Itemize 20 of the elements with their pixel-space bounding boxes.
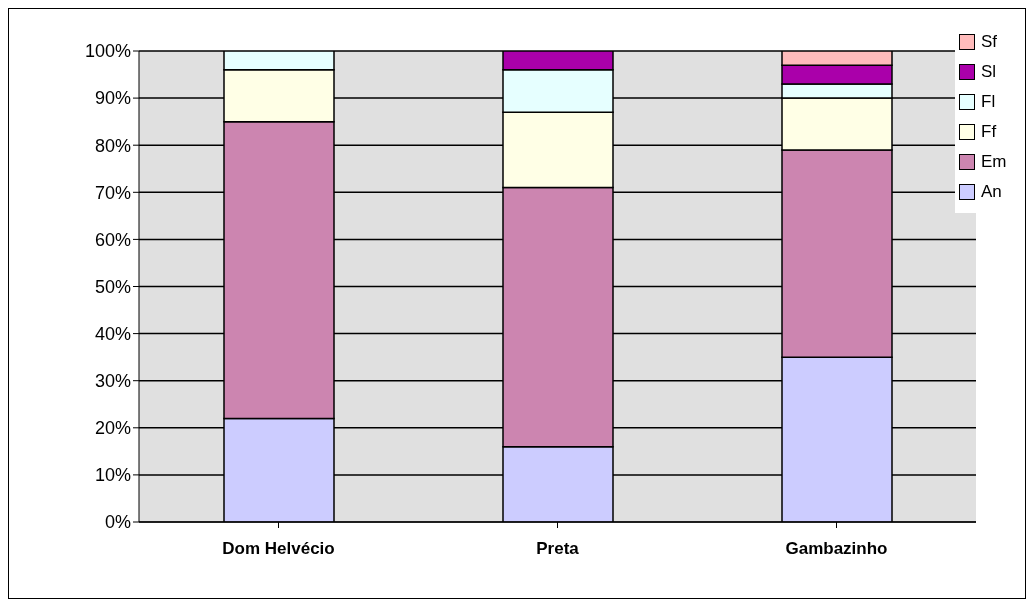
y-tick-label: 20% [94,418,131,439]
y-tick-label: 50% [94,276,131,297]
legend-label: An [981,182,1002,202]
y-tick-label: 100% [84,41,131,62]
x-tick-label: Preta [536,539,580,559]
legend-label: Sl [981,62,997,82]
y-tick-label: 30% [94,371,131,392]
y-tick-label: 80% [94,135,131,156]
y-tick-label: 70% [94,182,131,203]
y-tick-label: 10% [94,465,131,486]
y-tick-label: 40% [94,323,131,344]
legend-label: Ff [981,122,997,142]
y-tick-label: 90% [94,88,131,109]
x-tick-label: Dom Helvécio [222,539,335,559]
y-tick-label: 60% [94,229,131,250]
y-tick-label: 0% [104,512,131,533]
legend-label: Em [981,152,1007,172]
legend-label: Fl [981,92,996,112]
legend-label: Sf [981,32,998,52]
x-tick-label: Gambazinho [785,539,888,559]
